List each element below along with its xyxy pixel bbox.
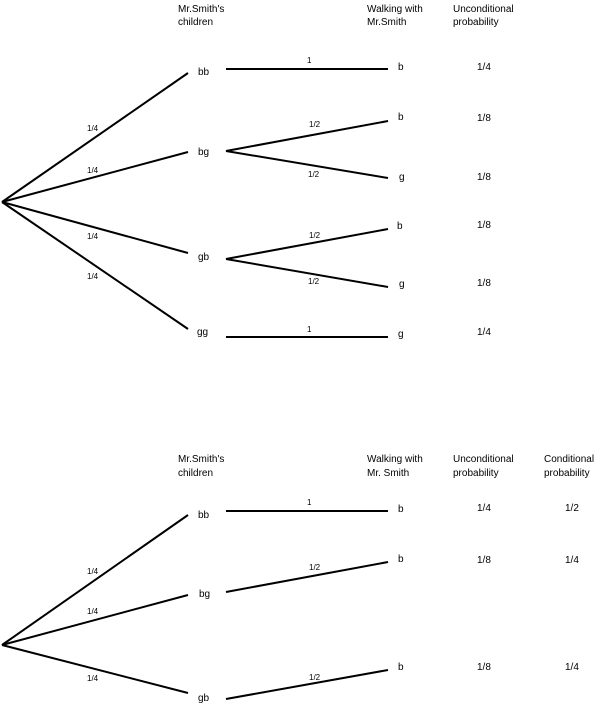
bottom-branch-gb-b <box>225 669 389 700</box>
top-branch-bg-g <box>225 150 389 179</box>
bottom-root-branch-bb <box>1 514 189 646</box>
top-branch-prob-bg-g: 1/2 <box>308 170 320 179</box>
top-uncond-1: 1/4 <box>477 62 491 73</box>
top-header-walking-line2: Mr.Smith <box>367 17 406 28</box>
top-header-walking-line1: Walking with <box>367 4 423 15</box>
top-branch-prob-gg-g: 1 <box>307 325 312 334</box>
bottom-header-walking-line2: Mr. Smith <box>367 468 409 479</box>
bottom-root-prob-bb: 1/4 <box>87 567 99 576</box>
top-root-prob-bg: 1/4 <box>87 166 99 175</box>
top-branch-bg-b <box>225 120 389 152</box>
top-root-branch-bb <box>1 72 189 203</box>
bottom-root-branch-bg <box>1 594 189 646</box>
top-branch-prob-bb-b: 1 <box>307 56 312 65</box>
top-root-branch-bg <box>1 151 189 203</box>
bottom-cond-3: 1/4 <box>565 662 579 673</box>
top-root-prob-bb: 1/4 <box>87 124 99 133</box>
bottom-uncond-2: 1/8 <box>477 555 491 566</box>
top-branch-gb-b <box>225 228 389 260</box>
bottom-leaf-2: b <box>398 554 404 565</box>
top-uncond-6: 1/4 <box>477 327 491 338</box>
top-node-gg: gg <box>197 327 208 338</box>
top-branch-prob-gb-g: 1/2 <box>308 277 320 286</box>
top-uncond-3: 1/8 <box>477 172 491 183</box>
bottom-node-gb: gb <box>198 693 210 704</box>
top-header-children-line1: Mr.Smith's <box>178 4 224 15</box>
bottom-header-uncond-line1: Unconditional <box>453 454 514 465</box>
bottom-branch-prob-gb-b: 1/2 <box>309 673 321 682</box>
bottom-root-prob-gb: 1/4 <box>87 674 99 683</box>
bottom-root-prob-bg: 1/4 <box>87 607 99 616</box>
bottom-tree: Mr.Smith's children Walking with Mr. Smi… <box>1 454 594 704</box>
bottom-leaf-1: b <box>398 504 404 515</box>
bottom-root-branch-gb <box>1 644 189 694</box>
bottom-header-cond-line1: Conditional <box>544 454 594 465</box>
bottom-branch-prob-bg-b: 1/2 <box>309 563 321 572</box>
top-uncond-5: 1/8 <box>477 278 491 289</box>
top-root-prob-gg: 1/4 <box>87 272 99 281</box>
bottom-header-children-line1: Mr.Smith's <box>178 454 224 465</box>
top-root-prob-gb: 1/4 <box>87 232 99 241</box>
top-node-gb: gb <box>198 252 210 263</box>
bottom-header-walking-line1: Walking with <box>367 454 423 465</box>
top-root-branch-gb <box>1 201 189 254</box>
bottom-uncond-3: 1/8 <box>477 662 491 673</box>
top-branch-gb-g <box>225 258 389 288</box>
top-leaf-5: g <box>399 279 405 290</box>
top-leaf-4: b <box>397 221 403 232</box>
top-header-uncond-line1: Unconditional <box>453 4 514 15</box>
top-branch-prob-gb-b: 1/2 <box>309 231 321 240</box>
bottom-uncond-1: 1/4 <box>477 503 491 514</box>
top-tree: Mr.Smith's children Walking with Mr.Smit… <box>1 4 514 340</box>
top-root-branch-gg <box>1 201 189 330</box>
top-leaf-6: g <box>398 329 404 340</box>
bottom-header-children-line2: children <box>178 468 213 479</box>
top-header-children-line2: children <box>178 17 213 28</box>
bottom-node-bb: bb <box>198 510 210 521</box>
top-uncond-2: 1/8 <box>477 113 491 124</box>
top-node-bb: bb <box>198 67 210 78</box>
top-header-uncond-line2: probability <box>453 17 499 28</box>
top-node-bg: bg <box>198 147 209 158</box>
top-leaf-2: b <box>398 112 404 123</box>
bottom-header-uncond-line2: probability <box>453 468 499 479</box>
bottom-node-bg: bg <box>199 589 210 600</box>
top-leaf-1: b <box>398 62 404 73</box>
bottom-branch-bg-b <box>225 561 389 593</box>
bottom-header-cond-line2: probability <box>544 468 590 479</box>
top-branch-prob-bg-b: 1/2 <box>309 120 321 129</box>
bottom-branch-prob-bb-b: 1 <box>307 498 312 507</box>
top-uncond-4: 1/8 <box>477 220 491 231</box>
bottom-leaf-3: b <box>398 662 404 673</box>
top-leaf-3: g <box>399 172 405 183</box>
bottom-cond-2: 1/4 <box>565 555 579 566</box>
bottom-cond-1: 1/2 <box>565 503 579 514</box>
